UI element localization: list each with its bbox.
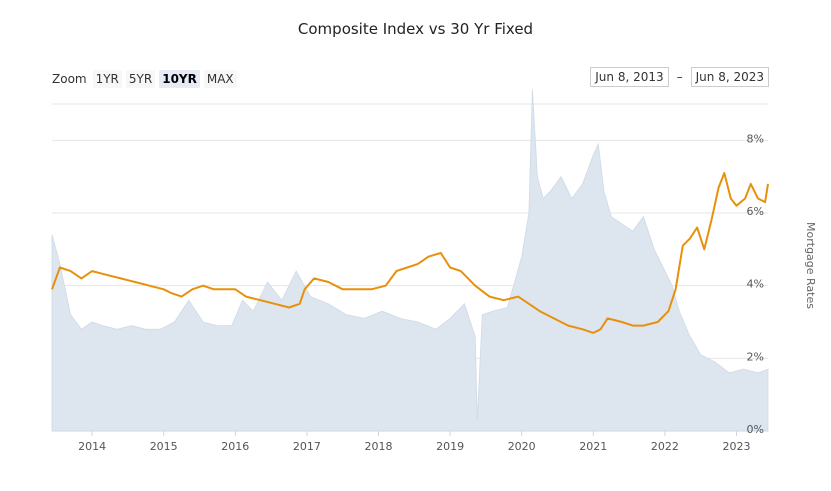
- x-tick-label-2014: 2014: [78, 440, 106, 453]
- range-to-input[interactable]: Jun 8, 2023: [690, 67, 769, 87]
- range-separator: –: [676, 70, 683, 84]
- y-tick-label-2: 2%: [747, 350, 764, 363]
- y-tick-label-8: 8%: [747, 132, 764, 145]
- y-axis-title: Mortgage Rates: [804, 222, 817, 309]
- zoom-1yr-button[interactable]: 1YR: [92, 70, 122, 88]
- range-from-input[interactable]: Jun 8, 2013: [590, 67, 669, 87]
- y-tick-label-6: 6%: [747, 205, 764, 218]
- zoom-bar: Zoom 1YR 5YR 10YR MAX: [52, 69, 241, 89]
- line-series-30yr-fixed: [51, 172, 769, 334]
- x-tick-label-2016: 2016: [221, 440, 249, 453]
- chart-title: Composite Index vs 30 Yr Fixed: [297, 20, 534, 38]
- x-tick-label-2021: 2021: [579, 440, 607, 453]
- date-range: Jun 8, 2013 – Jun 8, 2023: [590, 67, 769, 87]
- zoom-5yr-button[interactable]: 5YR: [125, 70, 156, 88]
- y-tick-label-0: 0%: [747, 423, 764, 436]
- x-tick-label-2015: 2015: [150, 440, 178, 453]
- x-tick-label-2017: 2017: [293, 440, 321, 453]
- x-tick-label-2022: 2022: [651, 440, 679, 453]
- x-tick-label-2018: 2018: [364, 440, 392, 453]
- zoom-label: Zoom: [52, 72, 87, 86]
- zoom-max-button[interactable]: MAX: [203, 70, 237, 88]
- area-series-composite-index: [51, 89, 769, 432]
- zoom-10yr-button[interactable]: 10YR: [159, 70, 200, 88]
- x-tick-label-2023: 2023: [722, 440, 750, 453]
- x-tick-label-2019: 2019: [436, 440, 464, 453]
- y-tick-label-4: 4%: [747, 278, 764, 291]
- x-tick-label-2020: 2020: [508, 440, 536, 453]
